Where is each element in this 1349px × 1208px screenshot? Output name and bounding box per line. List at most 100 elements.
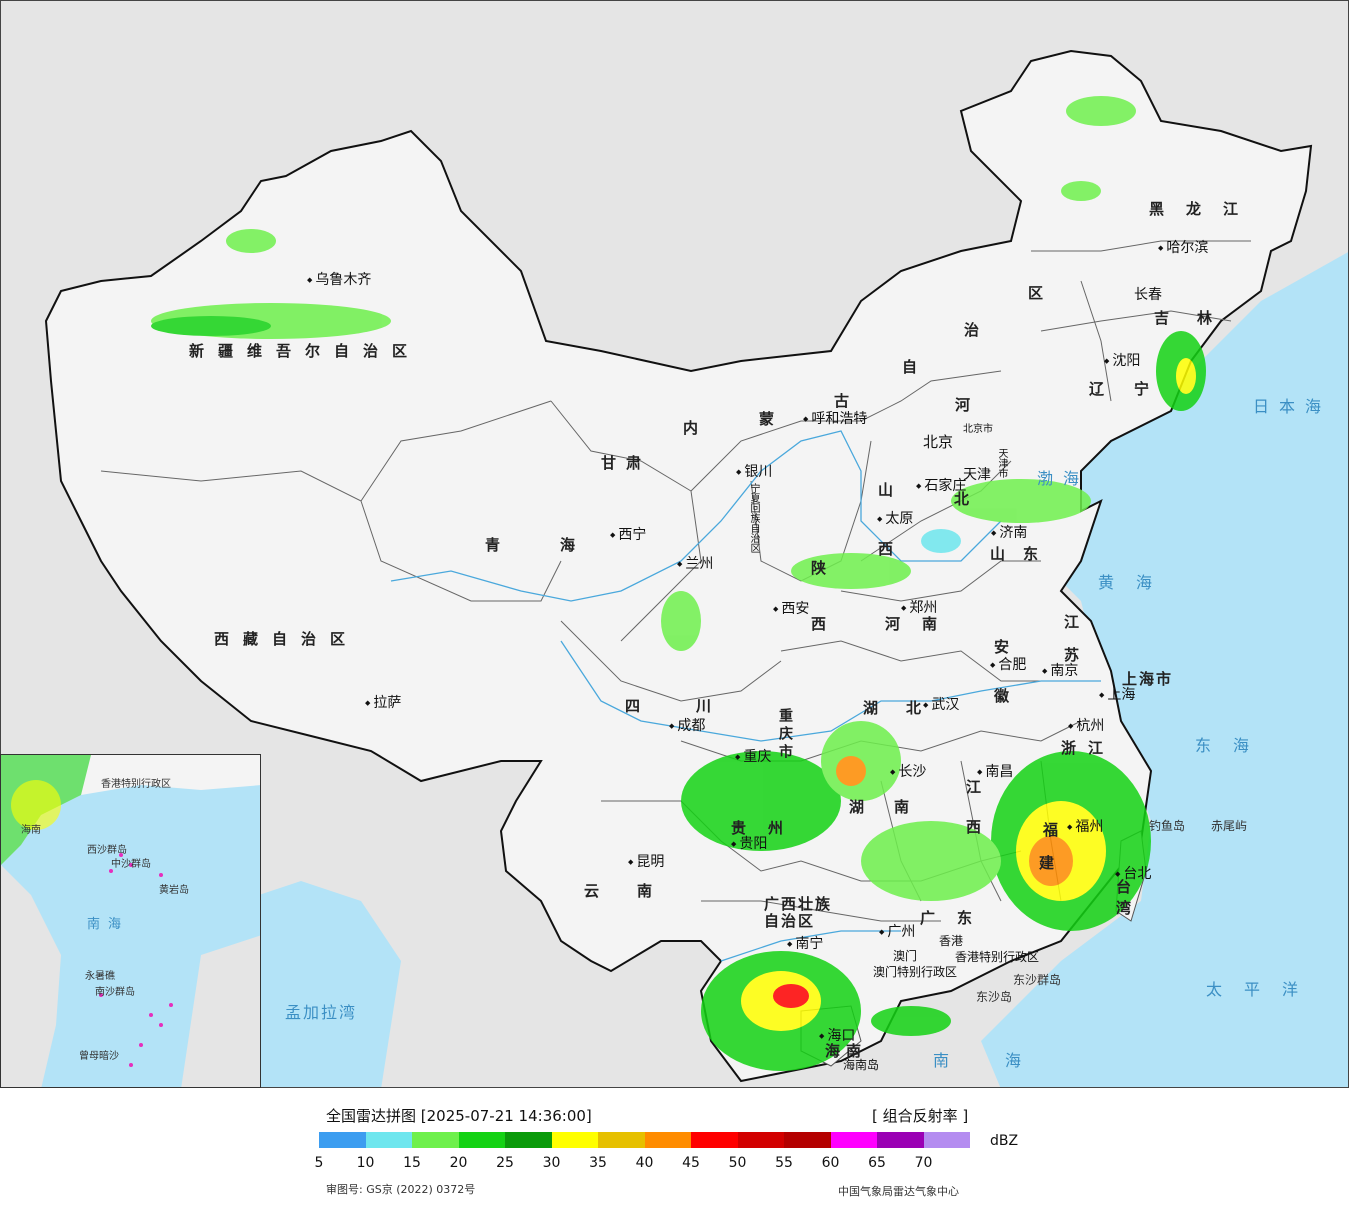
city-macau: 澳门 <box>893 949 918 963</box>
color-scale-tick: 20 <box>449 1155 468 1171</box>
sea-yellow: 黄海 <box>1098 573 1175 592</box>
prov-yunnan: 云南 <box>584 882 691 900</box>
prov-xinjiang: 新疆维吾尔自治区 <box>189 342 422 360</box>
sea-east: 东海 <box>1195 736 1272 755</box>
prov-henan: 河南 <box>885 615 960 633</box>
city-nanning: 南宁 <box>787 933 823 953</box>
prov-beijing-city: 北京市 <box>963 424 993 435</box>
color-scale-cell <box>644 1132 691 1148</box>
city-taibei: 台北 <box>1115 863 1151 883</box>
color-scale-tick: 55 <box>775 1155 793 1171</box>
city-hohhot: 呼和浩特 <box>803 408 867 428</box>
prov-shaanxi-2: 西 <box>811 615 841 633</box>
city-beijing: 北京 <box>923 433 954 451</box>
color-scale-tick: 40 <box>635 1155 654 1171</box>
color-scale-cell <box>365 1132 412 1148</box>
color-scale-tick: 45 <box>682 1155 700 1171</box>
label-dongsha-islands: 东沙群岛 <box>1013 973 1062 987</box>
color-scale-tick: 65 <box>868 1155 886 1171</box>
city-harbin: 哈尔滨 <box>1158 237 1208 257</box>
prov-sichuan: 四川 <box>625 697 768 715</box>
inset-south-sea: 南海 <box>87 917 130 932</box>
prov-zhejiang: 浙江 <box>1061 739 1116 757</box>
city-shanghai: 上海 <box>1099 684 1135 704</box>
approval-number: 审图号: GS京 (2022) 0372号 <box>326 1183 476 1196</box>
city-kunming: 昆明 <box>628 851 664 871</box>
prov-nmg-2: 蒙 <box>759 410 789 428</box>
city-changsha: 长沙 <box>890 761 926 781</box>
color-scale-cell <box>923 1132 970 1148</box>
prov-guizhou: 贵州 <box>731 819 806 837</box>
inset-canvas <box>1 755 260 1087</box>
sea-japan: 日本海 <box>1253 397 1332 416</box>
prov-gansu: 甘肃 <box>601 454 652 472</box>
sea-bohai: 渤海 <box>1037 469 1090 488</box>
prov-fujian-1: 福 <box>1043 821 1073 839</box>
prov-nmg-5: 治 <box>964 321 994 339</box>
south-sea-inset: 南海 西沙群岛 中沙群岛 黄岩岛 南沙群岛 永暑礁 曾母暗沙 海南 香港特别行政… <box>0 754 261 1088</box>
prov-hunan: 湖南 <box>849 798 940 816</box>
prov-guangxi-2: 自治区 <box>764 912 816 930</box>
prov-jiangxi-2: 西 <box>966 818 996 836</box>
inset-yongshu: 永暑礁 <box>85 971 115 982</box>
city-jinan: 济南 <box>991 522 1027 542</box>
prov-chongqing: 重庆市 <box>777 708 793 762</box>
sea-bengal: 孟加拉湾 <box>285 1003 358 1022</box>
bengal-sea <box>241 881 401 1087</box>
city-hefei: 合肥 <box>990 654 1026 674</box>
prov-taiwan: 台湾 <box>1114 879 1132 921</box>
color-scale-tick: 10 <box>356 1155 375 1171</box>
inset-hk: 香港特别行政区 <box>101 779 171 790</box>
city-taiyuan: 太原 <box>877 508 913 528</box>
label-diaoyu: 钓鱼岛 <box>1149 819 1186 833</box>
prov-ningxia: 宁夏回族自治区 <box>748 483 759 553</box>
city-chongqing: 重庆 <box>735 746 771 766</box>
city-urumqi: 乌鲁木齐 <box>307 269 371 289</box>
inset-hainan: 海南 <box>21 825 41 836</box>
color-scale-tick: 60 <box>821 1155 840 1171</box>
city-xining: 西宁 <box>610 524 646 544</box>
color-scale-cell <box>319 1132 366 1148</box>
prov-nmg-3: 古 <box>834 392 864 410</box>
city-hongkong: 香港 <box>939 934 964 948</box>
city-lhasa: 拉萨 <box>365 692 401 712</box>
prov-hainan: 海南 <box>825 1042 868 1060</box>
color-scale-bar <box>319 1132 970 1148</box>
prov-qinghai: 青海 <box>485 536 636 554</box>
inset-nansha: 南沙群岛 <box>95 987 135 998</box>
city-nanjing: 南京 <box>1042 660 1078 680</box>
inset-zhongsha: 中沙群岛 <box>111 859 151 870</box>
city-guangzhou: 广州 <box>879 921 915 941</box>
city-shenyang: 沈阳 <box>1104 350 1140 370</box>
prov-guangdong: 广东 <box>920 909 995 927</box>
color-scale-cell <box>691 1132 738 1148</box>
legend-title: 全国雷达拼图 [2025-07-21 14:36:00] <box>326 1107 592 1125</box>
prov-tianjin-city: 天津市 <box>996 448 1007 478</box>
color-scale-cell <box>784 1132 831 1148</box>
prov-nmg-6: 区 <box>1028 284 1058 302</box>
prov-shanxi-2: 西 <box>878 540 908 558</box>
city-wuhan: 武汉 <box>923 694 959 714</box>
prov-macau-sar: 澳门特别行政区 <box>873 965 958 979</box>
color-scale-cell <box>505 1132 552 1148</box>
city-chengdu: 成都 <box>669 715 705 735</box>
city-zhengzhou: 郑州 <box>901 597 937 617</box>
legend-unit: dBZ <box>990 1133 1019 1149</box>
prov-tibet: 西藏自治区 <box>214 630 360 648</box>
color-scale-cell <box>598 1132 645 1148</box>
city-haikou: 海口 <box>819 1025 855 1045</box>
prov-shaanxi-1: 陕 <box>811 559 841 577</box>
prov-shanxi-1: 山 <box>878 481 908 499</box>
color-scale-tick: 35 <box>589 1155 607 1171</box>
city-hangzhou: 杭州 <box>1068 715 1104 735</box>
prov-nmg-1: 内 <box>683 419 713 437</box>
color-scale-tick: 25 <box>496 1155 514 1171</box>
city-tianjin: 天津 <box>963 467 991 483</box>
prov-hubei: 湖北 <box>863 699 950 717</box>
city-fuzhou: 福州 <box>1067 816 1103 836</box>
sea-south: 南海 <box>933 1051 1078 1070</box>
sea-pacific: 太平洋 <box>1206 980 1321 999</box>
prov-jiangxi-1: 江 <box>966 778 996 796</box>
color-scale-cell <box>877 1132 924 1148</box>
prov-heilongjiang: 黑龙江 <box>1149 200 1261 218</box>
